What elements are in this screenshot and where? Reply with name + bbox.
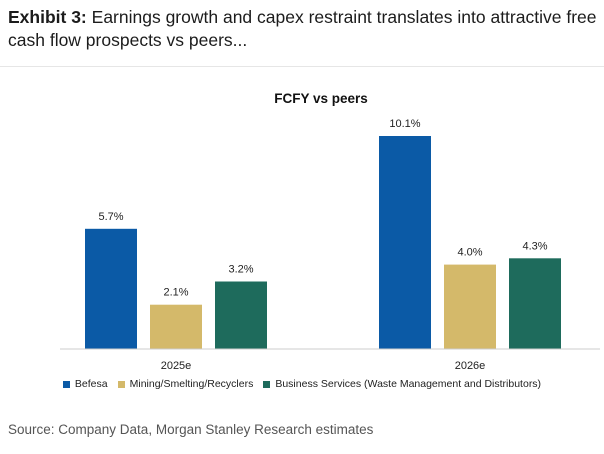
category-label-2025e: 2025e bbox=[161, 360, 192, 372]
data-label-2026e-0: 10.1% bbox=[389, 118, 420, 130]
bars-layer bbox=[85, 136, 561, 349]
exhibit-title-text: Earnings growth and capex restraint tran… bbox=[8, 7, 597, 50]
legend-item-1: Mining/Smelting/Recyclers bbox=[117, 378, 254, 390]
source-note: Source: Company Data, Morgan Stanley Res… bbox=[8, 422, 374, 437]
legend-item-2: Business Services (Waste Management and … bbox=[263, 378, 541, 390]
legend-swatch-0 bbox=[62, 380, 70, 388]
legend-label-0: Befesa bbox=[74, 378, 108, 390]
legend-label-2: Business Services (Waste Management and … bbox=[275, 378, 542, 390]
bar-2026e-1 bbox=[444, 264, 496, 349]
bar-2025e-2 bbox=[215, 281, 267, 349]
exhibit-title: Exhibit 3: Earnings growth and capex res… bbox=[8, 6, 598, 52]
bar-2025e-0 bbox=[85, 228, 137, 349]
labels-layer: 5.7% 2.1% 3.2% 2025e 10.1% 4.0% 4.3% 2026e bbox=[98, 118, 547, 372]
legend-swatch-2 bbox=[263, 380, 271, 388]
legend-swatch-1 bbox=[117, 380, 125, 388]
data-label-2026e-2: 4.3% bbox=[522, 240, 547, 252]
fcfy-bar-chart: FCFY vs peers 5.7% 2.1% 3.2% 2025e 10.1% 4.0%… bbox=[60, 91, 600, 372]
data-label-2026e-1: 4.0% bbox=[457, 247, 482, 259]
bar-2026e-2 bbox=[509, 258, 561, 349]
data-label-2025e-2: 3.2% bbox=[228, 264, 253, 276]
legend: Befesa Mining/Smelting/Recyclers Business … bbox=[0, 378, 604, 390]
bar-2025e-1 bbox=[150, 304, 202, 349]
legend-item-0: Befesa bbox=[62, 378, 108, 390]
title-divider bbox=[0, 66, 604, 67]
chart-title: FCFY vs peers bbox=[274, 91, 368, 106]
data-label-2025e-0: 5.7% bbox=[98, 211, 123, 223]
bar-2026e-0 bbox=[379, 136, 431, 349]
category-label-2026e: 2026e bbox=[455, 360, 486, 372]
legend-label-1: Mining/Smelting/Recyclers bbox=[129, 378, 254, 390]
data-label-2025e-1: 2.1% bbox=[163, 287, 188, 299]
exhibit-number: Exhibit 3: bbox=[8, 7, 87, 27]
